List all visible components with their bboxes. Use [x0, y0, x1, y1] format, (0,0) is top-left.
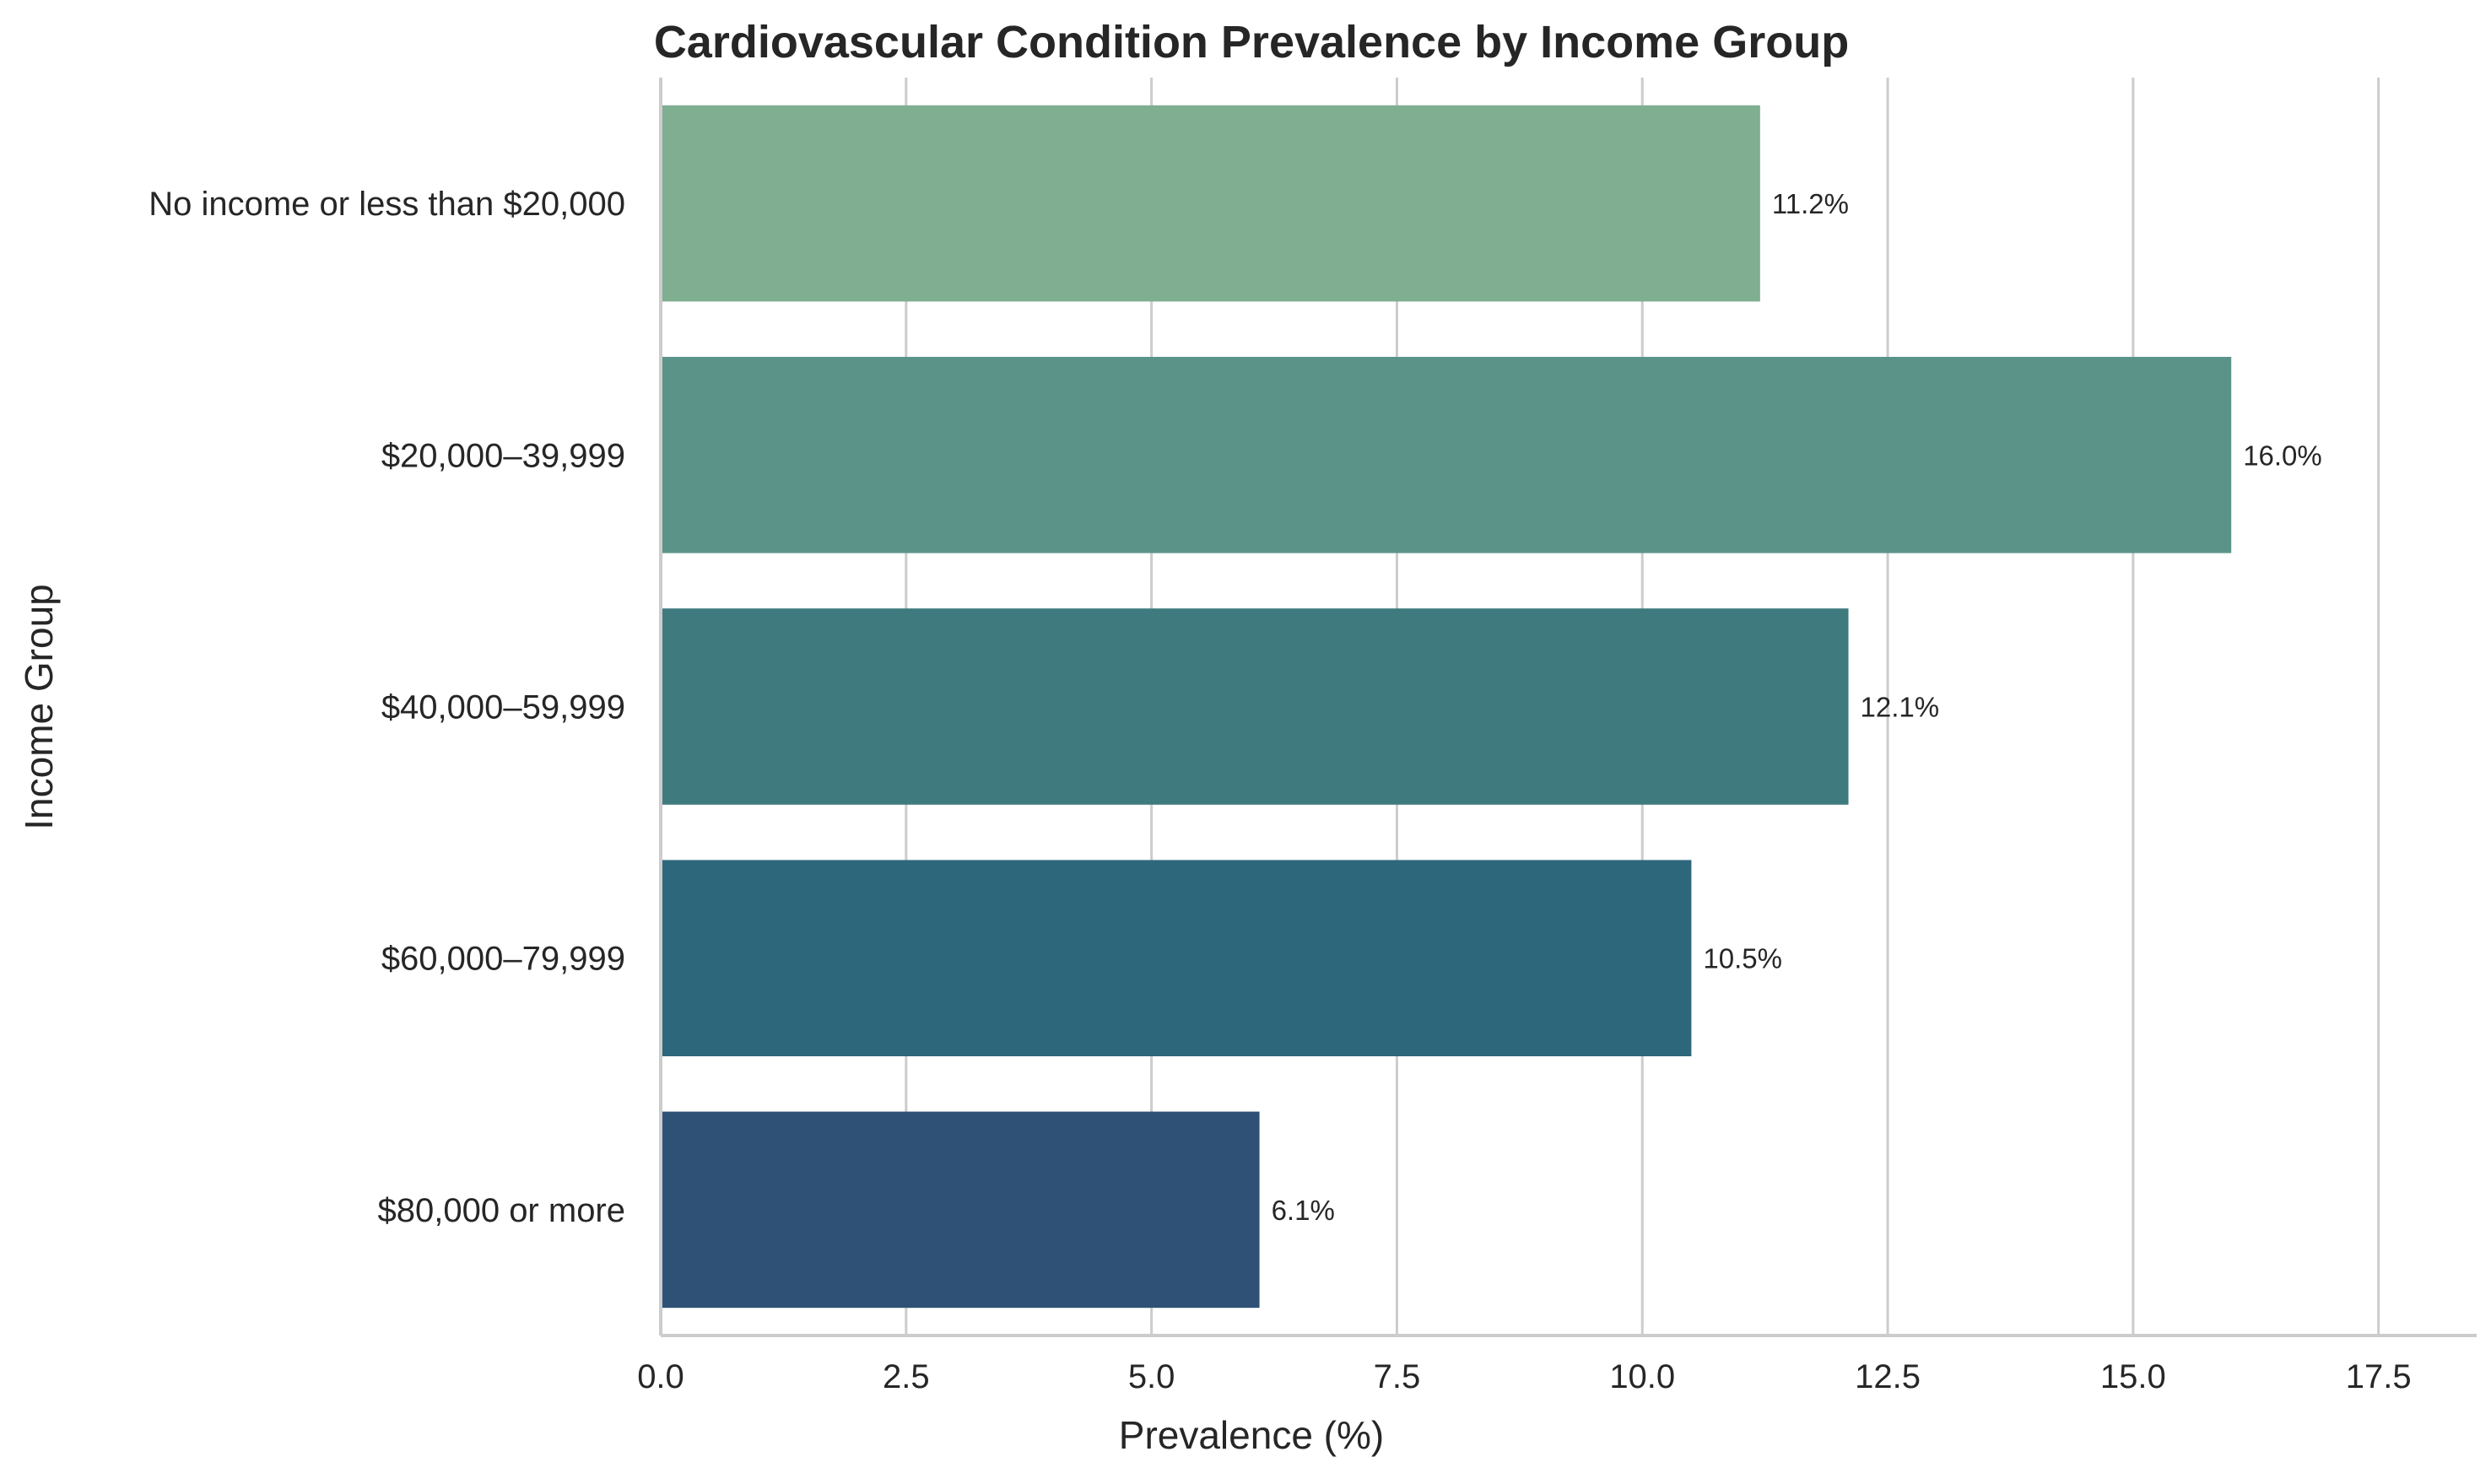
x-tick-label: 17.5 — [2346, 1358, 2412, 1395]
chart-title: Cardiovascular Condition Prevalence by I… — [654, 17, 1849, 67]
x-tick-label: 2.5 — [883, 1358, 930, 1395]
bar — [661, 1111, 1260, 1309]
x-tick-label: 10.0 — [1609, 1358, 1675, 1395]
bar — [661, 860, 1692, 1056]
x-tick-label: 7.5 — [1374, 1358, 1421, 1395]
x-tick-label: 5.0 — [1128, 1358, 1175, 1395]
x-tick-label: 0.0 — [637, 1358, 684, 1395]
bar — [661, 608, 1849, 805]
x-tick-label: 15.0 — [2100, 1358, 2166, 1395]
y-tick-label: No income or less than $20,000 — [149, 186, 625, 223]
data-labels: 11.2% 16.0% 12.1% 10.5% 6.1% — [1272, 188, 2322, 1226]
x-axis-title: Prevalence (%) — [1119, 1413, 1384, 1457]
x-tick-labels: 0.0 2.5 5.0 7.5 10.0 12.5 15.0 17.5 — [637, 1358, 2411, 1395]
bar — [661, 105, 1760, 302]
x-tick-label: 12.5 — [1855, 1358, 1921, 1395]
y-axis-title: Income Group — [17, 584, 61, 829]
bar — [661, 357, 2232, 553]
data-label: 12.1% — [1861, 692, 1940, 723]
y-tick-label: $60,000–79,999 — [381, 941, 625, 978]
data-label: 6.1% — [1272, 1195, 1335, 1226]
data-label: 11.2% — [1772, 188, 1849, 219]
data-label: 16.0% — [2243, 440, 2322, 471]
bars — [661, 105, 2232, 1309]
y-tick-label: $40,000–59,999 — [381, 689, 625, 726]
data-label: 10.5% — [1703, 943, 1782, 974]
axes — [659, 78, 2477, 1337]
y-tick-label: $80,000 or more — [377, 1192, 625, 1229]
y-tick-labels: No income or less than $20,000 $20,000–39… — [149, 186, 625, 1229]
y-tick-label: $20,000–39,999 — [381, 437, 625, 474]
